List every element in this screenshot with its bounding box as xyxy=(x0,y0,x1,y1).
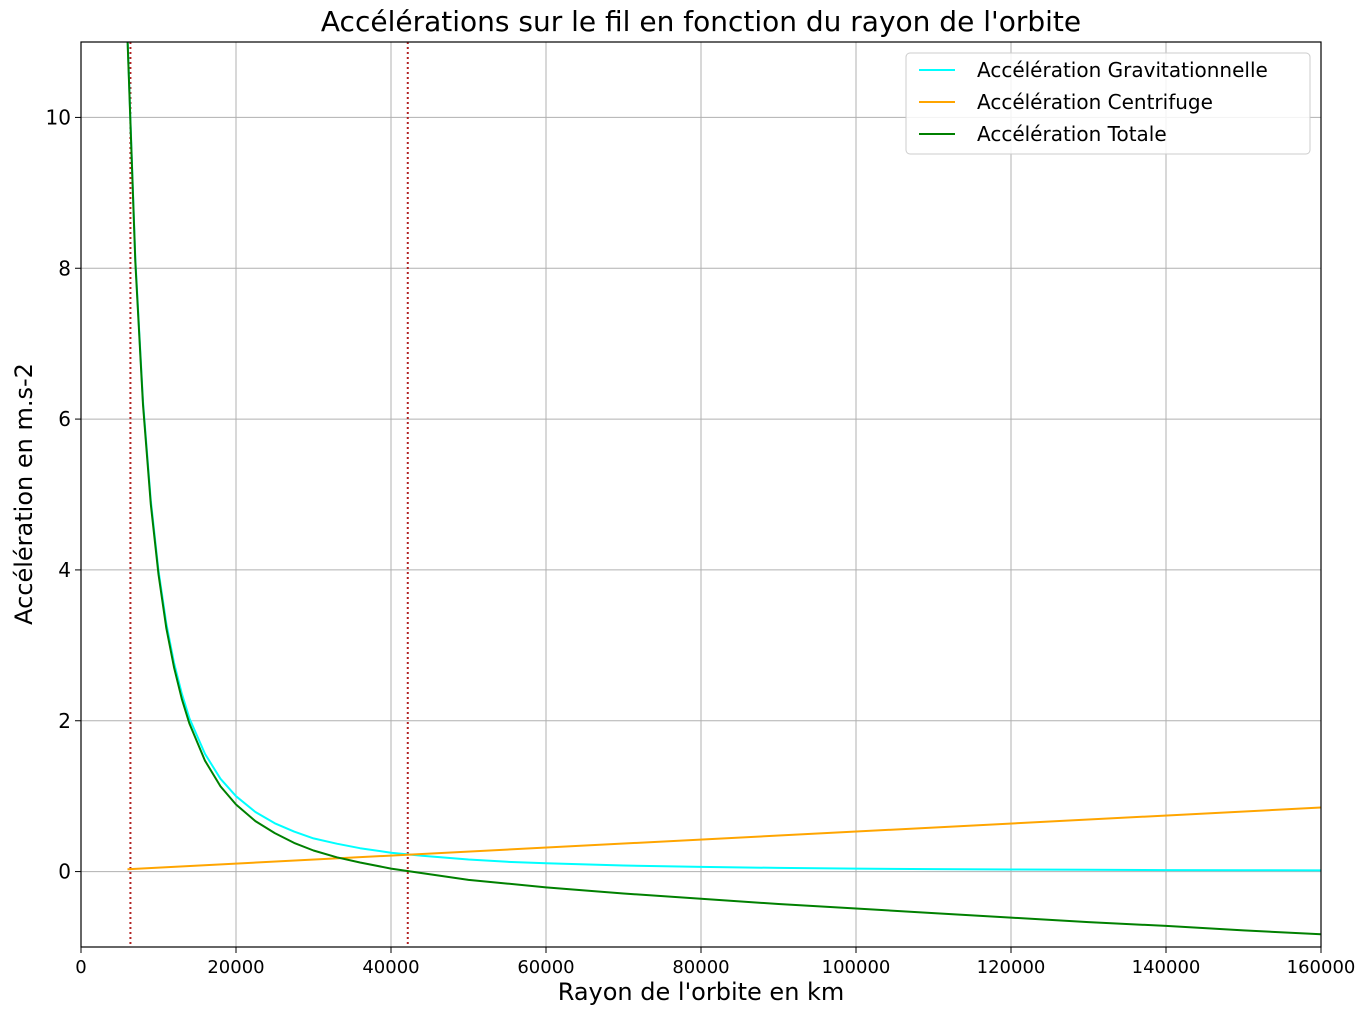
series-line xyxy=(126,42,1321,936)
legend: Accélération Gravitationnelle Accélératio… xyxy=(905,52,1311,155)
y-tick-label: 0 xyxy=(58,860,71,884)
y-tick-label: 6 xyxy=(58,407,71,431)
legend-label: Accélération Totale xyxy=(977,122,1167,146)
x-tick-label: 120000 xyxy=(977,957,1046,978)
axis-ticks: 0 20000 40000 60000 80000 100000 120000 140000 1… xyxy=(46,105,1356,978)
series-line xyxy=(126,42,1321,872)
x-tick-label: 20000 xyxy=(207,957,264,978)
grid xyxy=(80,42,1322,947)
chart-title: Accélérations sur le fil en fonction du … xyxy=(321,5,1081,38)
x-tick-label: 160000 xyxy=(1287,957,1356,978)
x-tick-label: 0 xyxy=(75,957,86,978)
x-tick-label: 100000 xyxy=(822,957,891,978)
y-tick-label: 4 xyxy=(58,558,71,582)
series-group xyxy=(126,42,1321,936)
x-tick-label: 40000 xyxy=(362,957,419,978)
vertical-markers xyxy=(129,42,409,947)
y-tick-label: 8 xyxy=(58,256,71,280)
x-tick-label: 60000 xyxy=(517,957,574,978)
y-tick-label: 2 xyxy=(58,709,71,733)
x-tick-label: 140000 xyxy=(1132,957,1201,978)
y-axis-label: Accélération en m.s-2 xyxy=(10,363,38,625)
legend-label: Accélération Gravitationnelle xyxy=(977,58,1268,82)
series-line xyxy=(127,806,1321,871)
y-tick-label: 10 xyxy=(46,105,71,129)
series-lines xyxy=(126,42,1321,936)
x-axis-label: Rayon de l'orbite en km xyxy=(558,978,845,1006)
x-tick-label: 80000 xyxy=(672,957,729,978)
legend-box xyxy=(905,52,1311,155)
legend-label: Accélération Centrifuge xyxy=(977,90,1213,114)
